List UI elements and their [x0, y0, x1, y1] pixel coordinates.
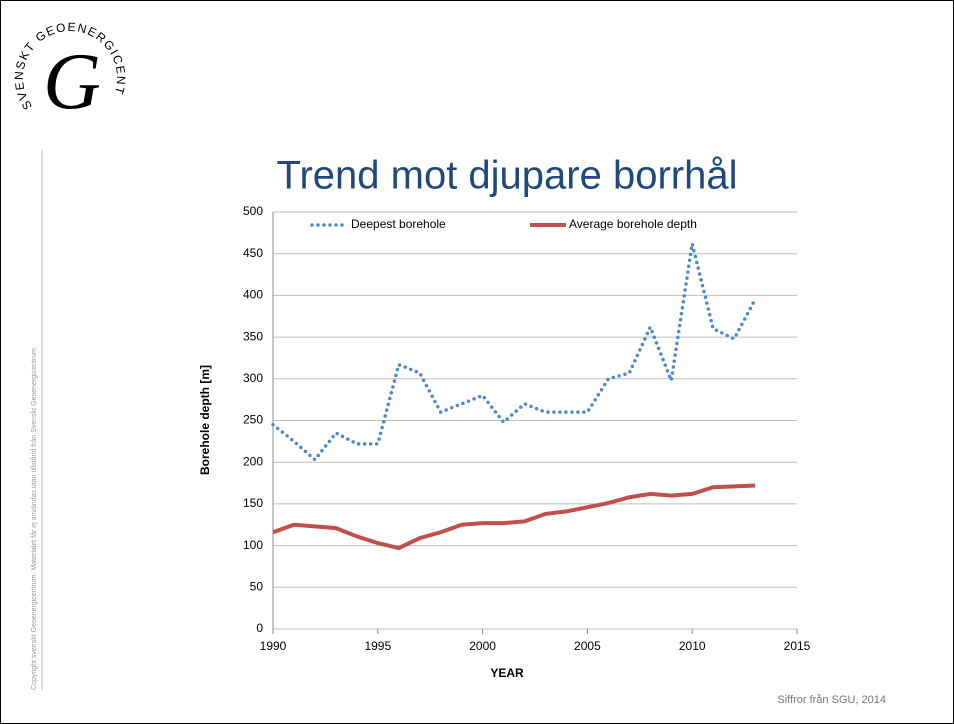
y-tick-label: 200 [243, 454, 263, 468]
y-tick-label: 250 [243, 413, 263, 427]
y-tick-label: 300 [243, 371, 263, 385]
chart-title: Trend mot djupare borrhål [277, 154, 738, 198]
y-tick-label: 500 [243, 204, 263, 218]
copyright: Copyright svenskt Geoenergicentrum. Mate… [30, 348, 38, 690]
y-tick-label: 150 [243, 496, 263, 510]
y-tick-label: 450 [243, 246, 263, 260]
data-line [272, 483, 756, 551]
y-tick-label: 100 [243, 538, 263, 552]
legend-label: Average borehole depth [569, 217, 697, 231]
x-tick-label: 2000 [469, 639, 496, 653]
x-axis-label: YEAR [490, 666, 524, 680]
logo-letter: G [43, 38, 101, 126]
source-note: Siffror från SGU, 2014 [777, 694, 886, 706]
y-axis-label: Borehole depth [m] [198, 365, 212, 475]
y-tick-label: 400 [243, 288, 263, 302]
legend-label: Deepest borehole [351, 217, 446, 231]
x-tick-label: 2010 [679, 639, 706, 653]
y-tick-label: 0 [256, 621, 263, 635]
data-line [271, 243, 757, 463]
x-tick-label: 1990 [260, 639, 287, 653]
x-tick-label: 2015 [784, 639, 811, 653]
y-tick-label: 350 [243, 329, 263, 343]
x-tick-label: 1995 [364, 639, 391, 653]
x-tick-label: 2005 [574, 639, 601, 653]
y-tick-label: 50 [250, 579, 264, 593]
